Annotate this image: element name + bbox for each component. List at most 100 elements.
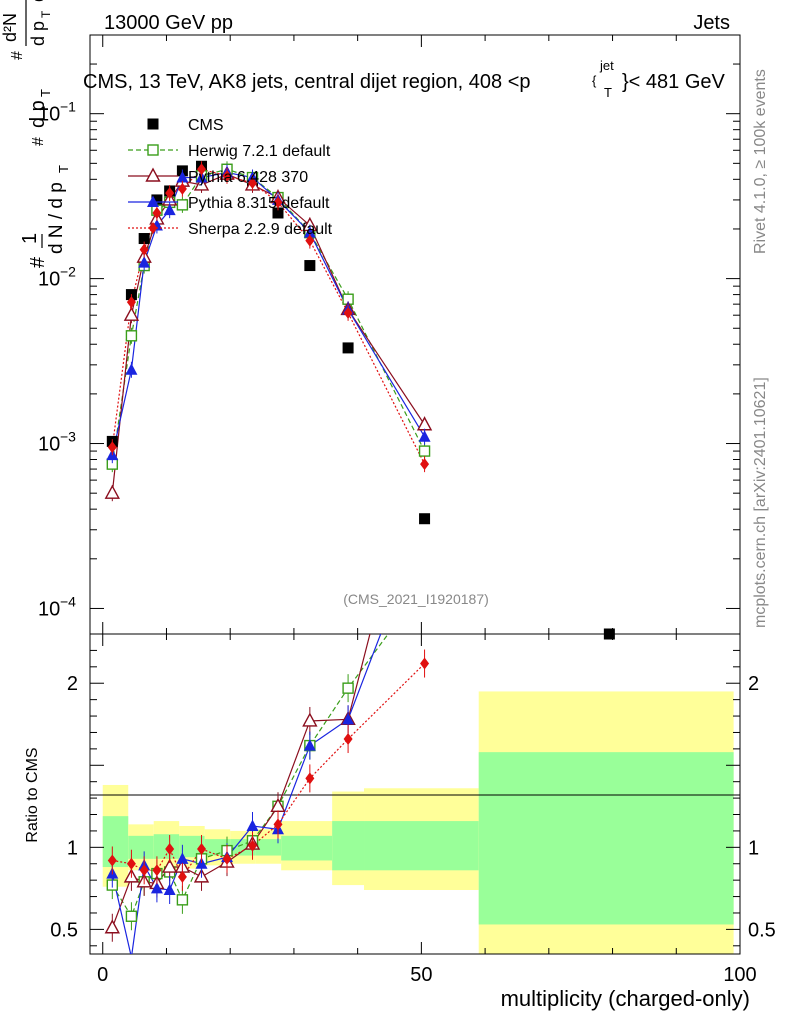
y-axis-bottom-label: Ratio to CMS (24, 747, 41, 842)
title-main: CMS, 13 TeV, AK8 jets, central dijet reg… (83, 71, 531, 93)
point-ratio-sherpa-2-2-9-default-3 (152, 864, 162, 877)
point-top-sherpa-2-2-9-default-7 (222, 169, 232, 182)
series-markers (104, 160, 615, 942)
x-tick-label-0: 0 (97, 964, 108, 986)
point-top-cms-12 (419, 513, 431, 525)
point-top-sherpa-2-2-9-default-6 (197, 163, 207, 176)
y-top-tick-label-1: 10 −2 (38, 264, 76, 291)
title-brace: { (592, 73, 597, 88)
legend-label-2: Pythia 6.428 370 (188, 169, 308, 186)
y-label-t1: T (56, 165, 71, 173)
point-ratio-pythia-8-315-default-6 (195, 857, 208, 869)
point-top-herwig-7-2-1-default-1 (125, 330, 138, 342)
y-top-tick-base: 10 (38, 434, 60, 456)
point-ratio-herwig-7-2-1-default-11 (342, 682, 354, 694)
legend-marker-3 (147, 195, 159, 207)
title-sup: jet (599, 58, 614, 73)
point-top-cms-9 (272, 207, 284, 219)
y-ratio-tick-label-right-0.5: 0.5 (748, 919, 776, 941)
band-green-3 (179, 835, 205, 858)
point-ratio-pythia-8-315-default-4 (163, 883, 176, 895)
legend-marker-1 (147, 144, 159, 156)
y-ratio-tick-label-2: 2 (67, 673, 78, 695)
y-top-tick-label-2: 10 −3 (38, 429, 76, 456)
band-green-8 (332, 821, 365, 871)
point-top-sherpa-2-2-9-default-8 (248, 176, 257, 189)
legend-item-3: Pythia 8.315 default (128, 195, 330, 212)
legend-marker-2 (145, 167, 161, 182)
point-top-pythia-8-315-default-4 (163, 203, 176, 216)
y-label-one: 1 (19, 233, 41, 244)
point-ratio-pythia-8-315-default-11 (342, 712, 355, 725)
point-ratio-pythia-6-428-370-4 (161, 858, 178, 873)
point-top-pythia-6-428-370-0 (104, 484, 120, 499)
y-label-dpt-dl: d p (28, 21, 48, 46)
legend-marker-4 (148, 222, 158, 234)
y-top-tick-base: 10 (38, 598, 60, 620)
y-top-tick-label-3: 10 −4 (38, 593, 76, 620)
y-label-hash3: # (9, 51, 26, 60)
band-green-0 (102, 816, 129, 868)
legend-label-4: Sherpa 2.2.9 default (188, 221, 333, 238)
y-top-tick-exp: −2 (60, 264, 76, 280)
point-ratio-pythia-6-428-370-0 (104, 919, 120, 934)
y-label-d2n: d²N (0, 13, 20, 42)
y-label-t3: T (39, 10, 53, 18)
point-top-sherpa-2-2-9-default-9 (273, 196, 283, 209)
x-axis-label: multiplicity (charged-only) (501, 986, 750, 1011)
point-ratio-sherpa-2-2-9-default-8 (248, 839, 257, 852)
point-ratio-sherpa-2-2-9-default-5 (177, 870, 187, 883)
y-label-hash1: # (27, 256, 49, 268)
legend-label-0: CMS (188, 117, 224, 134)
y-top-tick-base: 10 (38, 104, 60, 126)
y-label-hash2: # (30, 137, 47, 146)
point-ratio-sherpa-2-2-9-default-9 (273, 818, 283, 831)
point-top-sherpa-2-2-9-default-11 (343, 306, 353, 319)
legend: CMS Herwig 7.2.1 default Pythia 6.428 370 P… (128, 117, 333, 238)
point-top-herwig-7-2-1-default-12 (418, 445, 431, 457)
y-label-dp: d p (27, 100, 49, 128)
point-top-sherpa-2-2-9-default-3 (152, 206, 162, 219)
point-top-herwig-7-2-1-default-5 (176, 199, 189, 211)
point-ratio-sherpa-2-2-9-default-10 (305, 772, 315, 785)
y-ratio-tick-label-right-2: 2 (748, 673, 759, 695)
band-green-9 (364, 821, 479, 871)
point-ratio-sherpa-2-2-9-default-7 (222, 852, 232, 865)
y-top-tick-exp: −3 (60, 429, 76, 445)
point-top-sherpa-2-2-9-default-0 (107, 441, 117, 454)
point-ratio-sherpa-2-2-9-default-12 (420, 657, 430, 670)
band-green-1 (128, 835, 154, 859)
point-top-pythia-6-428-370-1 (123, 306, 140, 321)
y-ratio-tick-label-1: 1 (67, 837, 78, 859)
title-end: }< 481 GeV (622, 71, 726, 93)
point-ratio-sherpa-2-2-9-default-4 (165, 842, 175, 855)
rivet-label: Rivet 4.1.0, ≥ 100k events (752, 69, 769, 254)
point-top-cms-3 (151, 194, 163, 206)
legend-label-3: Pythia 8.315 default (188, 195, 330, 212)
point-ratio-pythia-8-315-default-8 (246, 819, 259, 831)
point-top-cms-2 (138, 233, 150, 245)
point-ratio-herwig-7-2-1-default-1 (125, 910, 138, 922)
band-green-7 (281, 835, 333, 861)
legend-label-1: Herwig 7.2.1 default (188, 143, 331, 160)
point-top-sherpa-2-2-9-default-2 (139, 243, 149, 256)
point-ratio-pythia-8-315-default-5 (176, 852, 189, 864)
point-ratio-sherpa-2-2-9-default-2 (139, 864, 149, 877)
y-ratio-tick-label-right-1: 1 (748, 837, 759, 859)
mcplots-label: mcplots.cern.ch [arXiv:2401.10621] (752, 377, 769, 628)
point-ratio-pythia-8-315-default-10 (303, 739, 316, 751)
legend-item-4: Sherpa 2.2.9 default (128, 221, 333, 238)
point-top-cms-10 (304, 260, 316, 272)
point-ratio-sherpa-2-2-9-default-0 (107, 854, 117, 867)
legend-item-2: Pythia 6.428 370 (128, 167, 308, 186)
point-top-pythia-8-315-default-12 (418, 430, 431, 442)
point-top-pythia-8-315-default-2 (138, 256, 151, 268)
point-top-sherpa-2-2-9-default-12 (420, 458, 430, 471)
y-top-tick-base: 10 (38, 269, 60, 291)
x-tick-label-100: 100 (723, 964, 756, 986)
title-sub: T (604, 85, 612, 100)
y-top-tick-exp: −1 (60, 99, 76, 115)
point-ratio-sherpa-2-2-9-default-11 (343, 733, 353, 746)
